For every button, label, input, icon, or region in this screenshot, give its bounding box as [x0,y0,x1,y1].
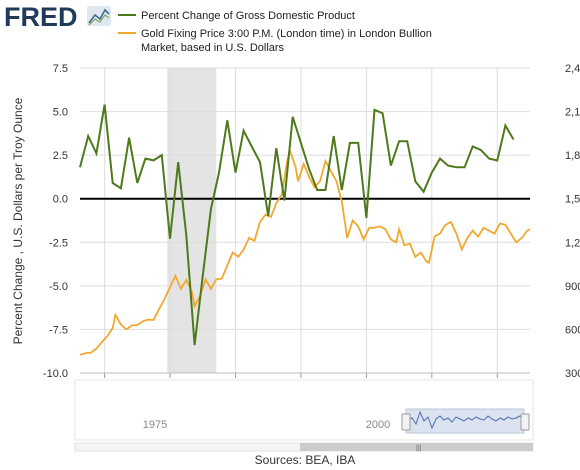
navigator-left-handle[interactable] [401,413,411,431]
right-tick-label: 1,500 [565,194,580,206]
gridlines [80,67,530,374]
navigator-right-handle[interactable] [520,413,530,431]
left-tick-label: -2.5 [49,237,68,249]
navigator-label-1975: 1975 [143,419,167,431]
source-note: Sources: BEA, IBA [255,453,356,467]
left-tick-label: -5.0 [49,281,68,293]
right-tick-label: 2,100 [565,107,580,119]
chart-legend: Percent Change of Gross Domestic Product… [118,10,432,54]
right-axis-ticks: 2,400 2,100 1,800 1,500 1,200 900 600 300 [565,63,580,380]
legend-label-gold-line-1: Gold Fixing Price 3:00 P.M. (London time… [141,28,432,40]
right-tick-label: 1,800 [565,150,580,162]
legend-label-gold: Gold Fixing Price 3:00 P.M. (London time… [141,28,432,54]
legend-label-gdp: Percent Change of Gross Domestic Product [141,10,355,22]
range-navigator[interactable]: 1975 2000 ||| [74,379,534,452]
left-tick-label: -10.0 [43,368,68,380]
right-tick-label: 1,200 [565,237,580,249]
recession-shading [167,68,217,373]
recession-band-0 [167,68,217,373]
navigator-selected-range[interactable] [405,408,525,434]
right-tick-label: 300 [565,368,580,380]
left-tick-label: 5.0 [53,107,68,119]
right-tick-label: 900 [565,281,580,293]
left-tick-label: 7.5 [53,63,68,75]
navigator-grip-icon: ||| [416,445,422,452]
right-tick-label: 600 [565,324,580,336]
left-tick-label: 0.0 [53,194,68,206]
legend-label-gold-line-2: Market, based in U.S. Dollars [141,42,285,54]
left-tick-label: -7.5 [49,324,68,336]
navigator-scroll-thumb[interactable] [300,443,533,451]
series-line-gold [79,147,531,356]
fred-logo[interactable]: FRED [4,2,78,32]
left-axis-title: Percent Change , U.S. Dollars per Troy O… [11,97,25,344]
left-tick-label: 2.5 [53,150,68,162]
left-axis-ticks: 7.5 5.0 2.5 0.0 -2.5 -5.0 -7.5 -10.0 [43,63,68,380]
logo-graph-icon [87,6,111,26]
right-tick-label: 2,400 [565,63,580,75]
series-line-gdp [79,104,515,346]
navigator-label-2000: 2000 [366,419,390,431]
